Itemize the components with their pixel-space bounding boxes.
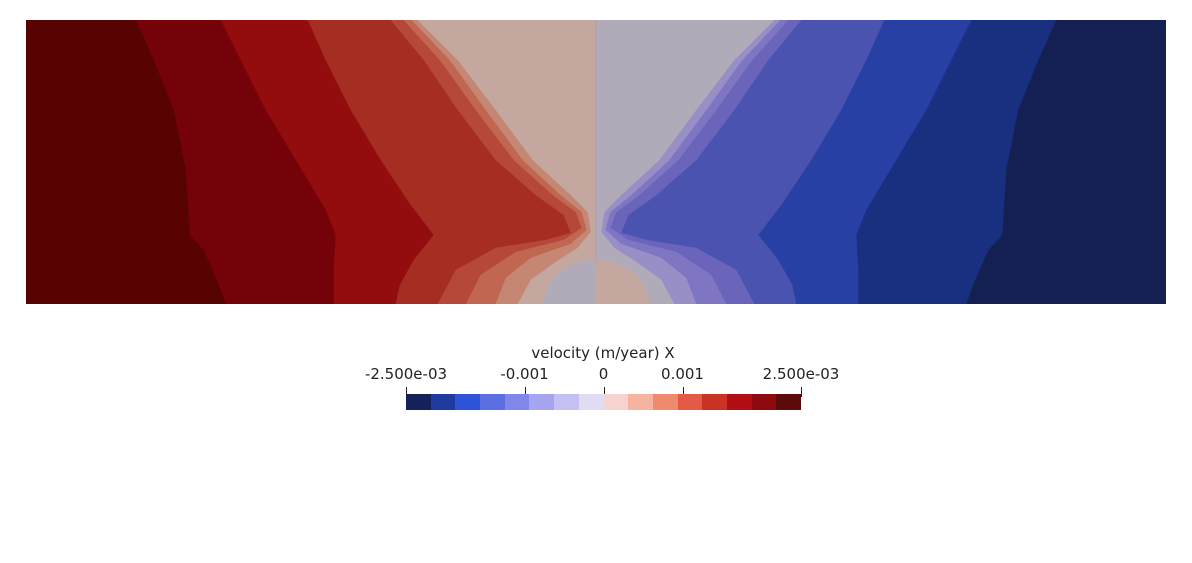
field-lobe-left: [543, 259, 597, 304]
colorbar-swatch: [702, 394, 727, 410]
colorbar-swatch: [504, 394, 530, 410]
colorbar-tick-label: -0.001: [500, 365, 549, 383]
colorbar-swatch: [554, 394, 579, 410]
colorbar-tick-label: 2.500e-03: [762, 365, 840, 383]
colorbar-tick-mark: [801, 387, 802, 397]
colorbar-swatch: [603, 394, 629, 410]
colorbar-swatch: [677, 394, 703, 410]
colorbar-tick-mark: [406, 387, 407, 397]
colorbar-swatch: [652, 394, 678, 410]
colorbar-swatch: [776, 394, 801, 410]
field-band-left-7: [417, 20, 597, 304]
colorbar-tick-label: 0: [598, 365, 609, 383]
colorbar-tick-mark: [604, 387, 605, 397]
colorbar-swatch: [455, 394, 481, 410]
colorbar-tick-label: 0.001: [661, 365, 704, 383]
colorbar-swatch: [406, 394, 431, 410]
colorbar-tick-label: -2.500e-03: [364, 365, 448, 383]
field-lobe-right: [595, 259, 649, 304]
field-band-right-7: [595, 20, 775, 304]
colorbar-swatch: [751, 394, 777, 410]
colorbar-swatch: [430, 394, 456, 410]
colorbar-swatch: [578, 394, 604, 410]
colorbar-swatch: [480, 394, 505, 410]
colorbar-swatch: [726, 394, 752, 410]
colorbar-swatch: [529, 394, 555, 410]
colorbar-title: velocity (m/year) X: [531, 344, 675, 362]
colorbar-tick-mark: [683, 387, 684, 397]
colorbar-swatch: [628, 394, 653, 410]
colorbar: [406, 394, 801, 410]
colorbar-tick-mark: [525, 387, 526, 397]
velocity-field-plot: [26, 20, 1166, 304]
